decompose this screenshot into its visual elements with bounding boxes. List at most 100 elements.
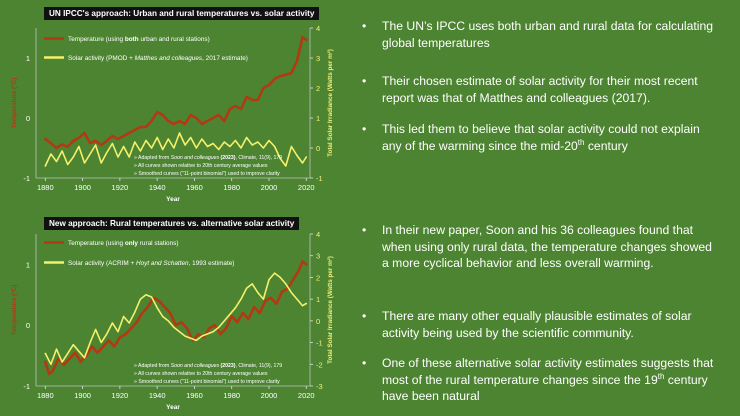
bullet-item: • There are many other equally plausible … [362, 308, 722, 341]
chart-note-part: » All curves shown relative to 20th cent… [134, 371, 268, 377]
legend-label-temperature-part: Temperature (using [68, 240, 125, 247]
y2-tick-label: 4 [316, 230, 320, 239]
bullet-text-sup: th [657, 371, 665, 381]
bullet-dot-icon: • [362, 19, 367, 33]
y2-tick-label: 1 [316, 295, 320, 304]
bullet-item: • This led them to believe that solar act… [362, 121, 722, 154]
legend-label-temperature-part: only [125, 240, 139, 247]
x-tick-label: 1960 [186, 183, 203, 192]
x-tick-label: 1920 [112, 183, 129, 192]
chart-note-part: » Adapted from [134, 363, 171, 369]
bullet-dot-icon: • [362, 74, 367, 88]
x-tick-label: 1940 [149, 391, 166, 400]
x-tick-label: 1920 [112, 391, 129, 400]
temperature-series-line [43, 35, 308, 150]
chart-panel-1: 1880 1900 1920 1940 1960 1980 2000 2020 Year -1 0 1… [0, 0, 340, 210]
chart-note-part: , Climate, 11(9), 179 [236, 363, 283, 369]
legend-label-temperature-part: rural stations) [138, 240, 179, 247]
legend-label-temperature: Temperature (using only rural stations) [68, 240, 178, 247]
legend-label-solar-part: , 1993 estimate) [189, 260, 235, 267]
chart-note-part: Soon and colleagues [171, 155, 220, 161]
chart-note-part: Soon and colleagues [171, 363, 220, 369]
legend-label-solar-part: Solar activity (ACRIM + [68, 260, 136, 267]
y-tick-label: 0 [26, 114, 30, 123]
y-tick-label: 1 [26, 54, 30, 63]
solar-series-line [44, 272, 308, 366]
bullet-text-main: One of these alternative solar activity … [382, 356, 714, 387]
x-tick-label: 1900 [74, 183, 91, 192]
bullet-text: This led them to believe that solar acti… [382, 121, 722, 154]
legend-label-temperature-part: Temperature (using [68, 36, 125, 43]
chart-note: » Smoothed curves ("11-point binomial") … [134, 379, 280, 385]
bullet-text-main: This led them to believe that solar acti… [382, 122, 700, 153]
bullet-list: • The UN’s IPCC uses both urban and rural… [362, 0, 734, 416]
chart-note-part: » Adapted from [134, 155, 171, 161]
x-tick-label: 2000 [261, 391, 278, 400]
chart-1-svg: 1880 1900 1920 1940 1960 1980 2000 2020 Year -1 0 1… [10, 24, 334, 203]
y2-axis-title: Total Solar Irradiance (Watts per m²) [327, 49, 334, 157]
x-tick-label: 1940 [149, 183, 166, 192]
solar-series-line [44, 132, 308, 167]
y2-tick-label: 2 [316, 273, 320, 282]
legend-label-temperature-part: urban and rural stations) [139, 36, 210, 43]
x-tick-label: 1980 [223, 391, 240, 400]
chart-note: » All curves shown relative to 20th cent… [134, 163, 268, 169]
legend-label-solar: Solar activity (PMOD + Matthes and colle… [68, 55, 248, 62]
bullet-text-post: century have been natural [382, 372, 708, 404]
y2-axis-title: Total Solar Irradiance (Watts per m²) [327, 256, 334, 364]
legend-label-solar-part: Solar activity (PMOD + [68, 55, 135, 62]
legend-label-temperature-part: both [125, 36, 139, 43]
x-tick-label: 1880 [37, 183, 54, 192]
chart-1-title: UN IPCC's approach: Urban and rural temp… [44, 7, 320, 20]
y2-tick-label: -1 [316, 174, 323, 183]
x-tick-label: 2020 [298, 183, 315, 192]
x-axis-title: Year [166, 196, 180, 203]
bullet-text: There are many other equally plausible e… [382, 309, 692, 340]
chart-note: » Adapted from Soon and colleagues (2023… [134, 363, 282, 369]
y2-tick-label: 3 [316, 252, 320, 261]
y2-tick-label: 0 [316, 144, 320, 153]
chart-note-part: » All curves shown relative to 20th cent… [134, 163, 268, 169]
chart-2-svg: 1880 1900 1920 1940 1960 1980 2000 2020 Year -1 0 1… [10, 230, 334, 411]
chart-2-title: New approach: Rural temperatures vs. alt… [44, 217, 300, 230]
x-axis-title: Year [166, 404, 180, 411]
y-axis-title: Temperature (°C) [10, 78, 18, 129]
bullet-text: The UN’s IPCC uses both urban and rural … [382, 19, 714, 50]
y-tick-label: -1 [23, 174, 30, 183]
y-tick-label: 0 [26, 321, 30, 330]
y2-tick-label: -3 [316, 382, 323, 391]
bullet-text-sup: th [577, 137, 585, 147]
chart-note-part: » Smoothed curves ("11-point binomial") … [134, 379, 280, 385]
chart-note-part: (2023) [219, 155, 236, 161]
bullet-dot-icon: • [362, 122, 367, 136]
chart-note: » All curves shown relative to 20th cent… [134, 371, 268, 377]
y2-tick-label: 3 [316, 54, 320, 63]
legend-label-temperature: Temperature (using both urban and rural … [68, 36, 210, 43]
y2-tick-label: 1 [316, 114, 320, 123]
bullet-text: Their chosen estimate of solar activity … [382, 74, 698, 105]
legend-label-solar-part: , 2017 estimate) [202, 55, 248, 62]
chart-note-part: » Smoothed curves ("11-point binomial") … [134, 171, 280, 177]
y2-tick-label: 4 [316, 24, 320, 33]
bullet-item: • One of these alternative solar activity… [362, 355, 722, 405]
temperature-series-line [43, 260, 308, 376]
y-tick-label: 1 [26, 260, 30, 269]
bullet-dot-icon: • [362, 223, 367, 237]
legend-label-solar: Solar activity (ACRIM + Hoyt and Schatte… [68, 260, 234, 267]
y2-tick-label: 0 [316, 317, 320, 326]
x-tick-label: 2020 [298, 391, 315, 400]
x-tick-label: 1880 [37, 391, 54, 400]
y2-tick-label: -1 [316, 339, 323, 348]
chart-note-part: , Climate, 11(9), 179 [236, 155, 283, 161]
legend-label-solar-part: Hoyt and Schatten [136, 260, 189, 267]
x-tick-label: 2000 [261, 183, 278, 192]
bullet-item: • The UN’s IPCC uses both urban and rural… [362, 18, 722, 51]
chart-note-part: (2023) [219, 363, 236, 369]
y-tick-label: -1 [23, 382, 30, 391]
y-axis-title: Temperature (°C) [10, 285, 18, 336]
chart-note: » Smoothed curves ("11-point binomial") … [134, 171, 280, 177]
y2-tick-label: 2 [316, 84, 320, 93]
x-tick-label: 1900 [74, 391, 91, 400]
x-tick-label: 1960 [186, 391, 203, 400]
bullet-item: • In their new paper, Soon and his 36 col… [362, 222, 722, 272]
